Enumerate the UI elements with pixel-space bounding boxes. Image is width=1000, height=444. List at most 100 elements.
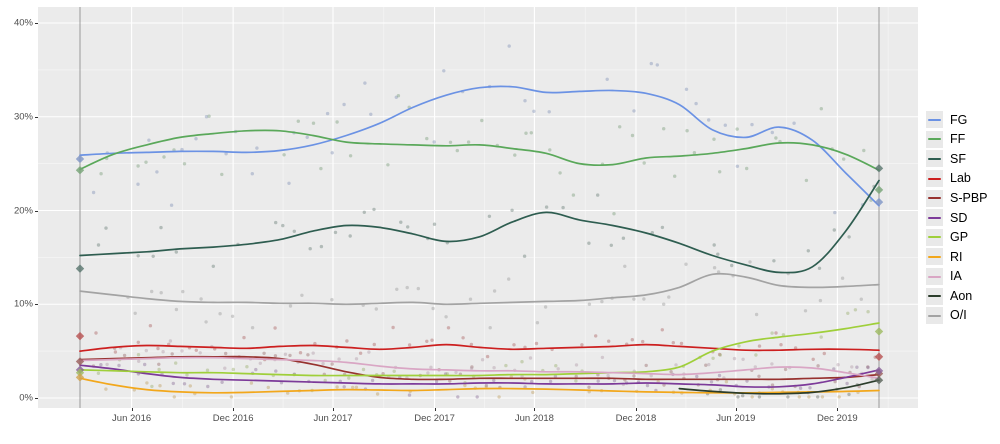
poll-point-GP	[185, 373, 189, 377]
poll-point-Lab	[194, 348, 198, 352]
poll-point-FF	[735, 127, 739, 131]
poll-point-FF	[673, 174, 677, 178]
poll-point-Lab	[630, 338, 634, 342]
poll-point-SF	[510, 208, 514, 212]
poll-point-Lab	[774, 331, 778, 335]
poll-point-FG	[632, 109, 636, 113]
poll-point-RI	[172, 395, 176, 399]
legend-item-IA: IA	[926, 267, 988, 287]
poll-point-Lab	[148, 324, 153, 328]
poll-point-RI	[797, 395, 801, 399]
x-tick-label: Dec 2019	[817, 413, 858, 424]
poll-point-Lab	[779, 343, 783, 347]
x-tick-label: Dec 2018	[615, 413, 657, 424]
x-tick-label: Jun 2016	[112, 413, 152, 424]
poll-point-IA	[836, 363, 840, 367]
legend-label: SD	[950, 210, 968, 225]
poll-point-FG	[684, 87, 689, 92]
poll-point-SF	[587, 241, 591, 245]
legend-item-S-PBP: S-PBP	[926, 188, 988, 208]
poll-point-FG	[136, 182, 140, 186]
poll-point-RI	[837, 395, 841, 399]
poll-point-SF	[274, 220, 278, 225]
poll-point-FG	[605, 77, 609, 82]
poll-point-FG	[224, 152, 228, 156]
legend-item-Aon: Aon	[926, 286, 988, 306]
poll-point-RI	[188, 384, 192, 388]
poll-point-Lab	[242, 335, 246, 340]
poll-point-Lab	[485, 354, 490, 359]
poll-point-Lab	[113, 350, 118, 354]
legend-key-swatch	[926, 189, 943, 207]
poll-point-GP	[718, 353, 722, 357]
poll-point-Lab	[822, 351, 826, 356]
poll-point-SF	[621, 236, 626, 240]
poll-point-SF	[362, 210, 366, 214]
election-result-GP	[874, 327, 884, 336]
y-tick-mark	[35, 304, 38, 306]
legend-key-swatch	[926, 268, 943, 286]
poll-point-S-PBP	[448, 379, 452, 383]
election-result-FG	[874, 197, 884, 207]
poll-point-SD	[143, 362, 147, 367]
election-result-FG	[75, 154, 85, 164]
poll-point-RI	[286, 391, 290, 395]
poll-point-Lab	[534, 341, 539, 346]
poll-point-SD	[171, 381, 175, 386]
poll-point-RI	[249, 381, 254, 385]
poll-point-GP	[323, 378, 327, 383]
poll-point-FG	[532, 109, 536, 114]
x-tick-mark	[233, 408, 235, 411]
poll-point-IA	[520, 374, 524, 378]
poll-point-O/I	[587, 302, 592, 306]
poll-point-O/I	[684, 262, 688, 266]
legend-item-FG: FG	[926, 110, 988, 130]
poll-point-FF	[182, 162, 187, 166]
poll-point-IA	[137, 359, 141, 363]
poll-point-FF	[529, 131, 533, 135]
poll-point-SD	[709, 380, 714, 384]
poll-point-IA	[707, 362, 711, 367]
poll-point-SD	[553, 374, 558, 378]
poll-point-RI	[351, 385, 355, 390]
poll-point-S-PBP	[833, 379, 837, 384]
legend-item-SF: SF	[926, 149, 988, 169]
x-tick-label: Dec 2016	[212, 413, 254, 424]
poll-point-O/I	[230, 314, 235, 318]
poll-point-RI	[497, 395, 501, 399]
poll-point-Lab	[345, 339, 349, 343]
legend-line-sample	[928, 138, 941, 141]
poll-point-SD	[798, 386, 803, 390]
poll-point-O/I	[488, 326, 492, 330]
poll-point-S-PBP	[704, 363, 708, 367]
legend-label: O/I	[950, 308, 967, 323]
poll-point-SD	[434, 379, 439, 384]
poll-point-IA	[354, 357, 359, 361]
poll-point-Lab	[156, 346, 160, 351]
poll-point-GP	[361, 367, 366, 372]
poll-point-FF	[282, 153, 286, 157]
poll-point-FG	[369, 112, 373, 117]
poll-point-O/I	[159, 291, 163, 295]
poll-point-FG	[507, 44, 511, 48]
x-tick-mark	[534, 408, 536, 411]
poll-point-FF	[162, 155, 166, 159]
poll-point-RI	[229, 395, 234, 399]
poll-point-O/I	[859, 297, 863, 301]
poll-point-SF	[730, 263, 734, 268]
poll-point-GP	[150, 384, 154, 389]
poll-point-SD	[492, 378, 496, 383]
poll-point-SF	[487, 214, 492, 218]
poll-point-RI	[145, 381, 149, 385]
poll-point-GP	[754, 353, 758, 357]
poll-point-FF	[630, 133, 635, 138]
poll-point-Lab	[660, 328, 664, 332]
poll-point-FG	[547, 110, 551, 114]
poll-point-O/I	[600, 299, 604, 304]
poll-point-O/I	[507, 277, 511, 281]
poll-point-RI	[266, 385, 270, 390]
poll-point-Lab	[461, 336, 465, 340]
poll-point-SF	[522, 254, 527, 258]
poll-point-S-PBP	[381, 372, 385, 376]
poll-point-FG	[155, 170, 159, 174]
